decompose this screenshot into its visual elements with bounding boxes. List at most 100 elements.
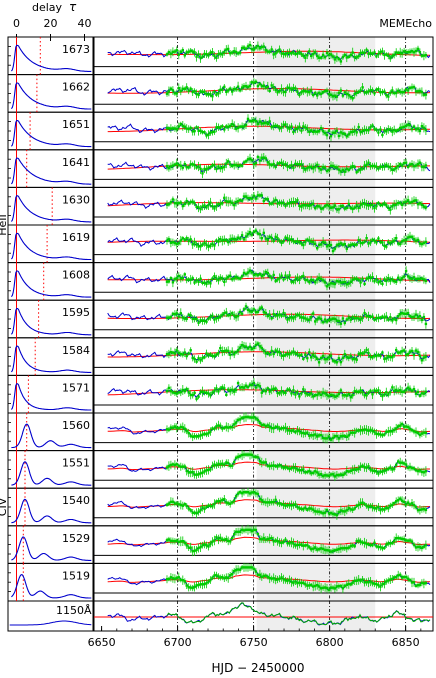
data-point	[355, 540, 358, 543]
data-point	[254, 197, 258, 200]
data-point	[357, 238, 360, 242]
data-point	[345, 206, 349, 210]
data-point	[278, 201, 281, 204]
data-point	[258, 47, 262, 50]
data-point	[228, 464, 232, 468]
data-point	[175, 127, 179, 131]
data-point	[292, 429, 295, 432]
data-point	[197, 245, 200, 248]
data-point	[286, 503, 289, 507]
data-point	[193, 585, 196, 589]
data-point	[391, 386, 394, 389]
data-point	[183, 238, 187, 242]
data-point	[264, 461, 268, 464]
data-point	[260, 423, 264, 427]
data-point	[298, 429, 301, 433]
data-point	[361, 86, 364, 89]
data-point	[294, 503, 297, 506]
data-point	[313, 206, 317, 210]
data-point	[333, 204, 337, 207]
data-point	[385, 391, 388, 394]
data-point	[412, 51, 416, 54]
data-point	[219, 202, 222, 206]
data-point	[300, 242, 303, 245]
data-point	[171, 577, 175, 580]
data-point	[369, 580, 372, 583]
data-point	[383, 393, 386, 396]
data-point	[217, 390, 220, 393]
data-point	[379, 240, 382, 244]
data-point	[365, 91, 368, 94]
data-point	[357, 539, 360, 542]
data-point	[244, 195, 248, 198]
data-point	[256, 44, 260, 48]
data-point	[286, 429, 289, 432]
data-point	[341, 547, 345, 550]
data-point	[385, 357, 388, 360]
data-point	[400, 422, 404, 426]
data-point	[383, 129, 386, 132]
data-point	[389, 542, 392, 545]
data-point	[313, 280, 317, 284]
data-point	[282, 90, 285, 94]
data-point	[223, 238, 226, 242]
data-point	[304, 317, 307, 320]
data-point	[256, 122, 260, 126]
data-point	[284, 53, 287, 56]
data-point	[183, 502, 187, 506]
data-point	[396, 389, 400, 393]
data-point	[213, 389, 216, 393]
data-point	[258, 497, 262, 501]
data-point	[242, 161, 246, 164]
data-point	[412, 581, 416, 584]
data-point	[290, 392, 293, 395]
data-point	[215, 205, 218, 208]
data-point	[420, 359, 424, 362]
data-point	[369, 389, 372, 393]
data-point	[211, 540, 214, 543]
data-point	[309, 89, 313, 92]
data-point	[290, 351, 293, 355]
data-point	[246, 45, 250, 48]
data-point	[379, 545, 382, 549]
data-point	[242, 271, 246, 275]
data-point	[215, 167, 218, 171]
data-point	[418, 433, 422, 437]
data-point	[236, 164, 240, 168]
data-point	[385, 93, 388, 97]
data-point	[219, 88, 222, 92]
data-point	[308, 318, 311, 321]
data-point	[225, 349, 228, 352]
data-point	[205, 469, 208, 472]
data-point	[248, 119, 252, 123]
data-point	[400, 91, 404, 94]
data-point	[410, 86, 414, 89]
data-point	[169, 87, 173, 90]
data-point	[396, 128, 400, 132]
data-point	[298, 278, 301, 282]
data-point	[379, 585, 382, 588]
data-point	[177, 53, 181, 56]
data-point	[282, 578, 285, 581]
data-point	[167, 51, 171, 54]
data-point	[349, 95, 353, 99]
data-point	[319, 393, 323, 397]
data-point	[361, 241, 364, 245]
data-point	[258, 232, 262, 236]
data-point	[327, 129, 331, 133]
data-point	[359, 281, 362, 284]
data-point	[209, 353, 212, 356]
data-point	[252, 230, 256, 234]
data-point	[321, 240, 325, 244]
data-point	[248, 345, 252, 349]
data-point	[268, 576, 271, 580]
data-point	[185, 469, 188, 473]
data-point	[276, 162, 279, 165]
data-point	[329, 206, 333, 209]
data-point	[398, 51, 402, 54]
data-point	[215, 353, 218, 356]
data-point	[242, 238, 246, 241]
data-point	[317, 510, 321, 513]
data-point	[306, 238, 309, 241]
